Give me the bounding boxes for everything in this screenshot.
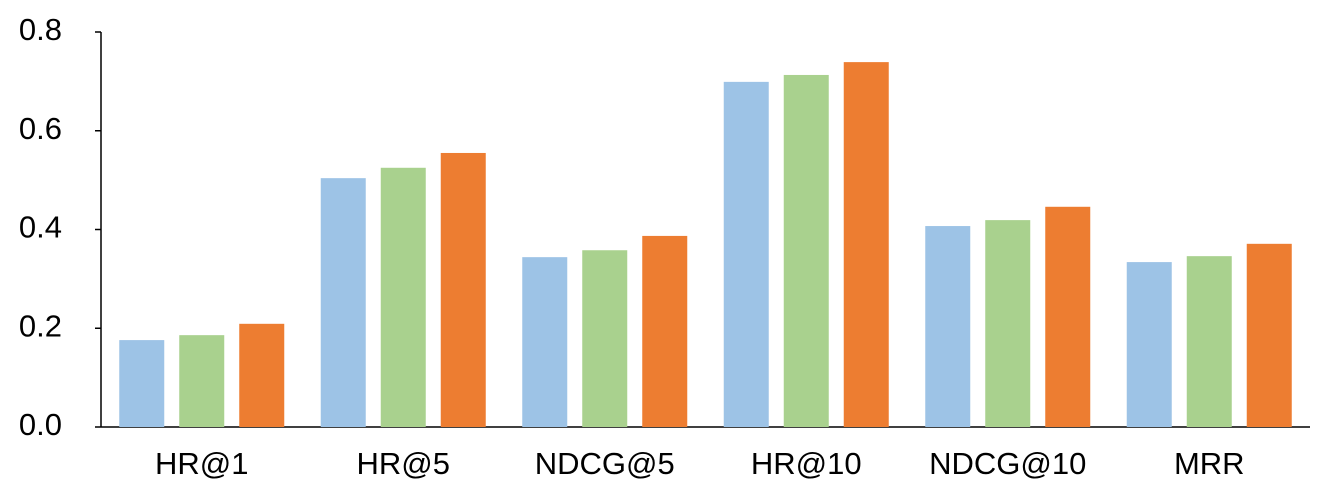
bar	[179, 335, 225, 427]
y-tick-label: 0.6	[19, 111, 62, 146]
x-tick-label: HR@1	[155, 446, 248, 481]
bar	[925, 226, 971, 427]
bar	[239, 323, 285, 427]
x-tick-label: NDCG@5	[535, 446, 675, 481]
bar	[320, 178, 366, 427]
bar	[783, 74, 829, 428]
x-tick-label: MRR	[1174, 446, 1245, 481]
y-tick-label: 0.2	[19, 308, 62, 343]
bar	[119, 340, 165, 427]
bar	[1246, 243, 1292, 427]
y-tick-label: 0.4	[19, 210, 62, 245]
bar	[642, 235, 688, 427]
bar	[440, 152, 486, 427]
bar	[582, 250, 628, 427]
bar	[522, 257, 568, 427]
y-tick-label: 0.8	[19, 12, 62, 47]
y-tick-label: 0.0	[19, 407, 62, 442]
bar	[1045, 206, 1091, 427]
x-tick-label: HR@5	[357, 446, 450, 481]
bar	[1126, 262, 1172, 427]
bar	[723, 81, 769, 428]
x-tick-label: HR@10	[751, 446, 862, 481]
bar	[380, 167, 426, 427]
bar	[843, 62, 889, 428]
bar	[985, 220, 1031, 427]
bar	[1186, 256, 1232, 427]
x-tick-label: NDCG@10	[929, 446, 1086, 481]
